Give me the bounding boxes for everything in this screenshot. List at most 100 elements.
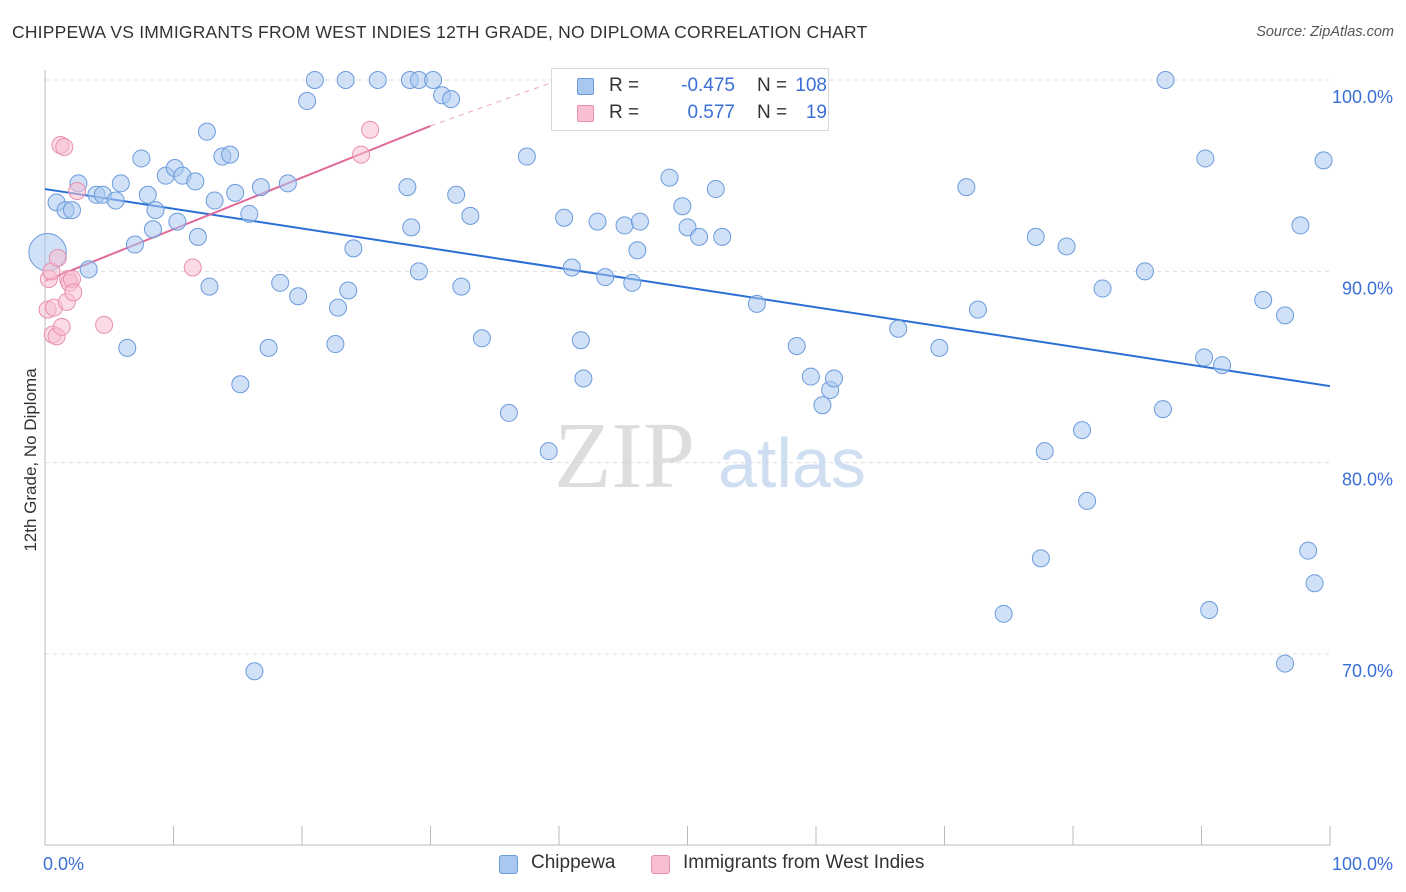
point-chippewa — [596, 268, 615, 287]
legend-r-label: R = — [609, 102, 640, 123]
point-west-indies — [64, 283, 83, 302]
point-chippewa — [402, 218, 421, 237]
point-chippewa — [517, 147, 536, 166]
point-chippewa — [660, 168, 679, 187]
point-chippewa — [630, 212, 649, 231]
legend-n-value: 19 — [805, 102, 827, 123]
point-chippewa — [1305, 574, 1324, 593]
point-chippewa — [328, 298, 347, 317]
point-chippewa — [824, 369, 843, 388]
point-chippewa — [1195, 348, 1214, 367]
point-west-indies — [48, 248, 67, 267]
point-chippewa — [409, 262, 428, 281]
data-points — [28, 71, 1333, 681]
point-chippewa — [188, 227, 207, 246]
point-chippewa — [447, 185, 466, 204]
point-chippewa — [79, 260, 98, 279]
point-chippewa — [398, 178, 417, 197]
point-chippewa — [143, 220, 162, 239]
point-chippewa — [499, 403, 518, 422]
point-chippewa — [1078, 491, 1097, 510]
point-chippewa — [240, 204, 259, 223]
point-chippewa — [326, 335, 345, 354]
y-tick-label: 70.0% — [1342, 661, 1393, 681]
point-chippewa — [930, 338, 949, 357]
point-chippewa — [539, 442, 558, 461]
point-chippewa — [168, 212, 187, 231]
axis-labels: 100.0% 90.0% 80.0% 70.0% 0.0% 100.0% — [43, 87, 1393, 874]
point-chippewa — [231, 375, 250, 394]
point-chippewa — [368, 71, 387, 89]
legend-r-value: -0.475 — [681, 75, 735, 96]
point-chippewa — [678, 218, 697, 237]
point-chippewa — [186, 172, 205, 191]
watermark-zip: ZIP — [554, 404, 695, 508]
point-chippewa — [1314, 151, 1333, 170]
point-chippewa — [339, 281, 358, 300]
point-chippewa — [555, 208, 574, 227]
legend-swatch-pink — [577, 105, 594, 122]
point-chippewa — [289, 287, 308, 306]
point-chippewa — [452, 277, 471, 296]
point-chippewa — [125, 235, 144, 254]
point-chippewa — [1135, 262, 1154, 281]
legend-r-value: 0.577 — [687, 102, 735, 123]
point-chippewa — [197, 122, 216, 141]
point-chippewa — [747, 294, 766, 313]
point-chippewa — [1156, 71, 1175, 89]
point-chippewa — [336, 71, 355, 89]
trend-line-west-indies-extension — [430, 79, 560, 127]
point-chippewa — [588, 212, 607, 231]
legend-r-label: R = — [609, 75, 640, 96]
point-west-indies — [55, 137, 74, 156]
legend-swatch-blue — [577, 78, 594, 95]
point-chippewa — [146, 201, 165, 220]
point-chippewa — [1200, 600, 1219, 619]
point-west-indies — [52, 317, 71, 336]
point-chippewa — [787, 336, 806, 355]
point-chippewa — [713, 227, 732, 246]
point-west-indies — [68, 181, 87, 200]
point-chippewa — [305, 71, 324, 89]
point-chippewa — [251, 178, 270, 197]
point-chippewa — [628, 241, 647, 260]
point-chippewa — [298, 92, 317, 111]
y-tick-label: 80.0% — [1342, 470, 1393, 490]
point-chippewa — [118, 338, 137, 357]
point-chippewa — [461, 206, 480, 225]
point-chippewa — [226, 183, 245, 202]
gridlines — [45, 79, 1330, 655]
point-chippewa — [1031, 549, 1050, 568]
point-chippewa — [1254, 291, 1273, 310]
point-chippewa — [673, 197, 692, 216]
x-tick-label: 100.0% — [1332, 854, 1393, 874]
point-chippewa — [1276, 654, 1295, 673]
point-west-indies — [95, 315, 114, 334]
point-chippewa — [1276, 306, 1295, 325]
point-chippewa — [1291, 216, 1310, 235]
point-chippewa — [1213, 356, 1232, 375]
point-chippewa — [1026, 227, 1045, 246]
point-chippewa — [442, 90, 461, 109]
point-chippewa — [994, 604, 1013, 623]
point-chippewa — [344, 239, 363, 258]
point-chippewa — [259, 338, 278, 357]
point-chippewa — [271, 273, 290, 292]
point-chippewa — [221, 145, 240, 164]
point-chippewa — [138, 185, 157, 204]
point-chippewa — [1035, 442, 1054, 461]
point-chippewa — [205, 191, 224, 210]
point-chippewa — [889, 319, 908, 338]
trend-line-chippewa — [44, 188, 1331, 388]
watermark-atlas: atlas — [718, 424, 866, 502]
point-chippewa — [623, 273, 642, 292]
point-chippewa — [1072, 421, 1091, 440]
point-chippewa — [200, 277, 219, 296]
point-chippewa — [106, 191, 125, 210]
point-chippewa — [574, 369, 593, 388]
point-chippewa — [424, 71, 443, 89]
x-tick-label: 0.0% — [43, 854, 84, 874]
legend-n-label: N = — [757, 75, 788, 96]
point-chippewa — [813, 396, 832, 415]
